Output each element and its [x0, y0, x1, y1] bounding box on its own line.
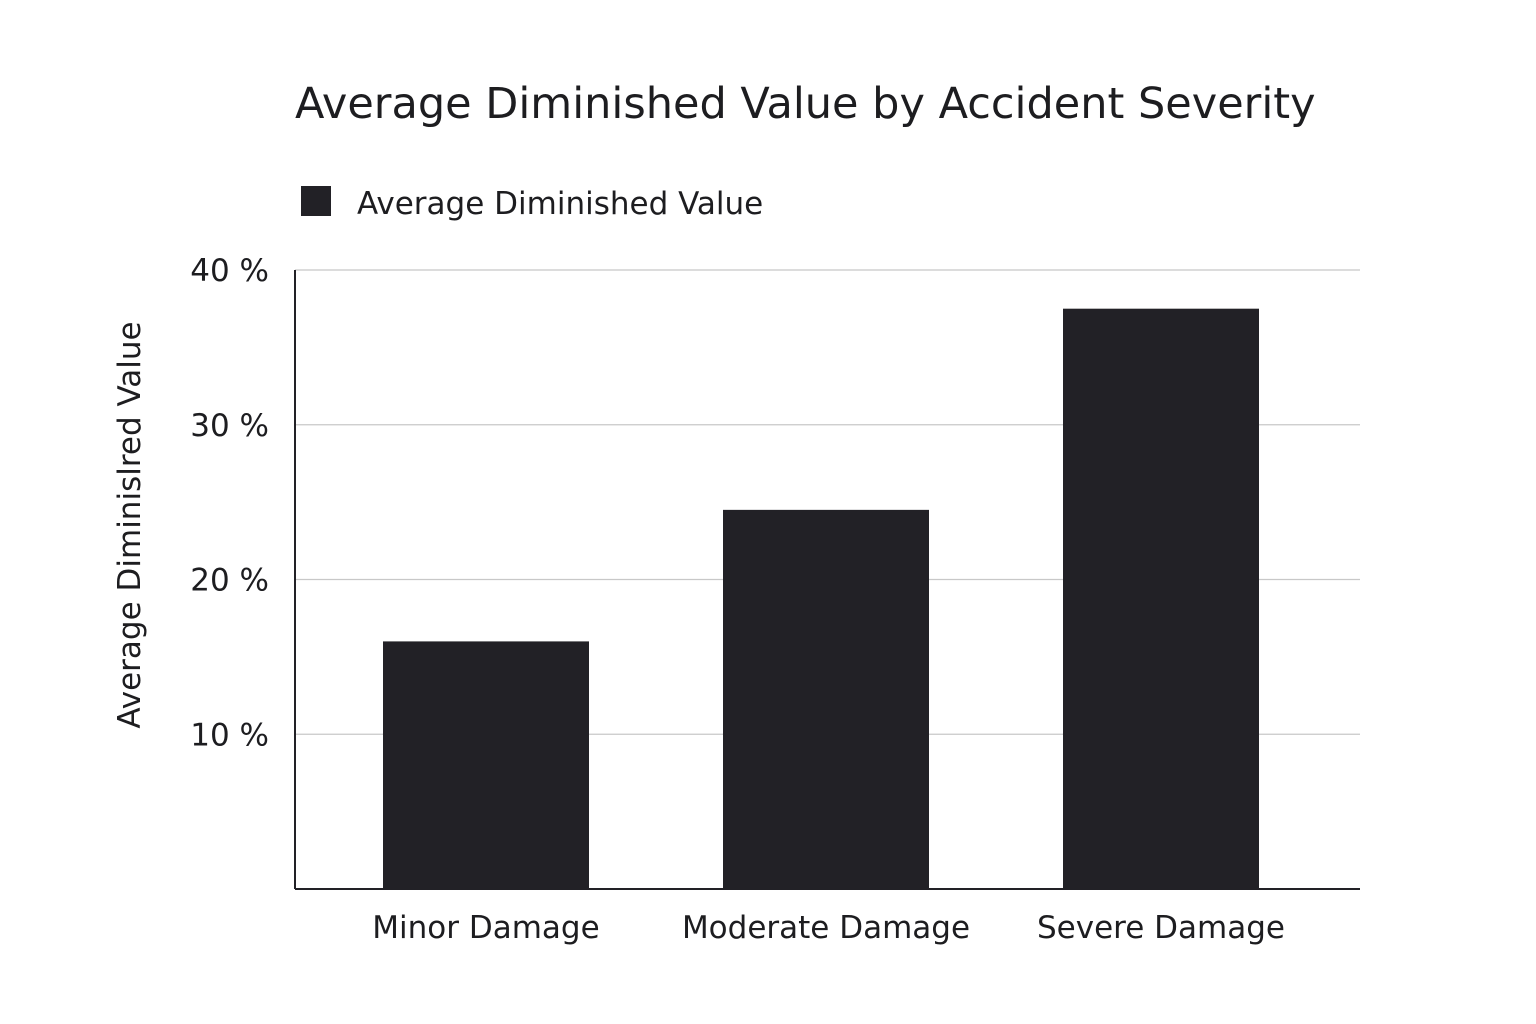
- chart-title: Average Diminished Value by Accident Sev…: [295, 79, 1316, 129]
- y-tick-label: 40 %: [190, 253, 269, 289]
- y-tick-label: 30 %: [190, 408, 269, 444]
- y-tick-label: 10 %: [190, 717, 269, 753]
- bars: [383, 308, 1259, 889]
- bar: [723, 509, 929, 889]
- y-axis-title: Average Diminislred Value: [112, 321, 148, 728]
- legend-swatch: [301, 186, 331, 216]
- bar: [1063, 308, 1259, 889]
- x-tick-label: Severe Damage: [1037, 910, 1285, 946]
- y-tick-label: 20 %: [190, 563, 269, 599]
- y-tick-labels: 10 % 20 % 30 % 40 %: [190, 253, 269, 753]
- x-tick-labels: Minor Damage Moderate Damage Severe Damage: [372, 910, 1285, 946]
- axes: [294, 270, 1360, 890]
- legend: Average Diminished Value: [301, 186, 763, 222]
- bar: [383, 641, 589, 889]
- x-tick-label: Moderate Damage: [682, 910, 970, 946]
- legend-label: Average Diminished Value: [357, 186, 763, 222]
- x-tick-label: Minor Damage: [372, 910, 599, 946]
